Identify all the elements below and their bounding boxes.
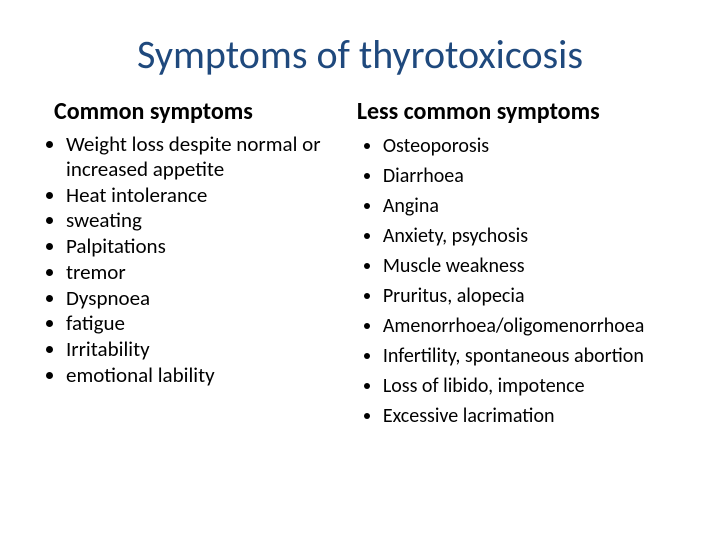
list-item: Diarrhoea xyxy=(383,162,690,191)
right-heading: Less common symptoms xyxy=(347,97,690,126)
list-item: Heat intolerance xyxy=(66,183,327,208)
slide: Symptoms of thyrotoxicosis Common sympto… xyxy=(0,0,720,540)
columns-container: Common symptoms Weight loss despite norm… xyxy=(30,97,690,432)
list-item: sweating xyxy=(66,208,327,233)
list-item: Dyspnoea xyxy=(66,286,327,311)
left-column: Common symptoms Weight loss despite norm… xyxy=(30,97,327,432)
list-item: Excessive lacrimation xyxy=(383,402,690,431)
list-item: Osteoporosis xyxy=(383,132,690,161)
right-list: Osteoporosis Diarrhoea Angina Anxiety, p… xyxy=(347,132,690,431)
list-item: Weight loss despite normal or increased … xyxy=(66,132,327,182)
list-item: Angina xyxy=(383,192,690,221)
left-heading: Common symptoms xyxy=(30,97,327,126)
right-column: Less common symptoms Osteoporosis Diarrh… xyxy=(347,97,690,432)
list-item: Palpitations xyxy=(66,234,327,259)
list-item: tremor xyxy=(66,260,327,285)
slide-title: Symptoms of thyrotoxicosis xyxy=(30,30,690,79)
list-item: emotional lability xyxy=(66,363,327,388)
left-list: Weight loss despite normal or increased … xyxy=(30,132,327,388)
list-item: fatigue xyxy=(66,311,327,336)
list-item: Muscle weakness xyxy=(383,252,690,281)
list-item: Irritability xyxy=(66,337,327,362)
list-item: Anxiety, psychosis xyxy=(383,222,690,251)
list-item: Loss of libido, impotence xyxy=(383,372,690,401)
list-item: Pruritus, alopecia xyxy=(383,282,690,311)
list-item: Amenorrhoea/oligomenorrhoea xyxy=(383,312,690,341)
list-item: Infertility, spontaneous abortion xyxy=(383,342,690,371)
